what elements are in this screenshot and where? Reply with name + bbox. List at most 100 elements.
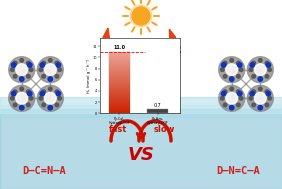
Text: D—C=N—A: D—C=N—A <box>22 166 66 176</box>
Circle shape <box>250 63 254 67</box>
Bar <box>109 103 130 105</box>
Bar <box>109 64 130 66</box>
Circle shape <box>40 91 44 96</box>
Circle shape <box>29 68 33 71</box>
Bar <box>0 0 282 114</box>
Text: fast: fast <box>109 125 127 133</box>
Circle shape <box>48 105 52 110</box>
Bar <box>109 95 130 97</box>
Circle shape <box>11 91 16 96</box>
Circle shape <box>221 68 224 71</box>
Circle shape <box>237 90 240 94</box>
Circle shape <box>42 74 45 78</box>
Circle shape <box>13 61 17 65</box>
Bar <box>109 97 130 99</box>
Circle shape <box>49 59 52 62</box>
Circle shape <box>249 97 253 100</box>
Circle shape <box>247 85 273 111</box>
Circle shape <box>56 63 61 67</box>
Circle shape <box>265 61 269 65</box>
Bar <box>109 99 130 101</box>
Circle shape <box>55 74 59 78</box>
Circle shape <box>28 63 32 67</box>
Bar <box>109 74 130 76</box>
Circle shape <box>40 63 44 67</box>
Circle shape <box>58 97 61 100</box>
Polygon shape <box>101 28 109 54</box>
Circle shape <box>259 87 262 91</box>
Bar <box>109 52 130 113</box>
Circle shape <box>252 90 255 94</box>
Circle shape <box>13 90 17 94</box>
Circle shape <box>48 77 52 81</box>
Bar <box>109 70 130 72</box>
Circle shape <box>45 64 56 76</box>
Circle shape <box>238 63 242 67</box>
Circle shape <box>259 59 262 62</box>
Circle shape <box>252 74 255 78</box>
Circle shape <box>252 61 255 65</box>
Circle shape <box>223 103 227 107</box>
Circle shape <box>247 57 273 83</box>
Bar <box>109 58 130 60</box>
Circle shape <box>223 74 227 78</box>
Circle shape <box>230 77 234 81</box>
Circle shape <box>258 105 263 110</box>
Circle shape <box>55 90 59 94</box>
Text: 0.7: 0.7 <box>154 103 161 108</box>
Circle shape <box>45 92 56 104</box>
Circle shape <box>258 77 263 81</box>
Circle shape <box>221 63 226 67</box>
Circle shape <box>49 106 52 109</box>
Bar <box>109 68 130 70</box>
Bar <box>109 101 130 103</box>
Bar <box>109 54 130 56</box>
Circle shape <box>259 106 262 109</box>
Circle shape <box>49 87 52 91</box>
Circle shape <box>238 91 242 96</box>
Circle shape <box>237 103 240 107</box>
Circle shape <box>20 106 23 109</box>
Circle shape <box>27 103 30 107</box>
Circle shape <box>266 91 271 96</box>
Circle shape <box>49 77 52 81</box>
Circle shape <box>39 97 43 100</box>
Circle shape <box>265 103 269 107</box>
Circle shape <box>254 64 266 76</box>
Bar <box>109 105 130 107</box>
Bar <box>109 60 130 62</box>
Text: D—N=C—A: D—N=C—A <box>216 166 260 176</box>
Circle shape <box>226 92 237 104</box>
Circle shape <box>221 97 224 100</box>
Text: Exciton
dissociation: Exciton dissociation <box>111 85 171 105</box>
Circle shape <box>132 7 150 25</box>
Bar <box>0 105 282 113</box>
Circle shape <box>27 90 30 94</box>
Bar <box>109 91 130 93</box>
Text: VS: VS <box>127 146 155 164</box>
Bar <box>109 72 130 74</box>
Circle shape <box>237 61 240 65</box>
Bar <box>109 109 130 111</box>
Circle shape <box>10 68 14 71</box>
Circle shape <box>55 61 59 65</box>
Circle shape <box>230 77 233 81</box>
Circle shape <box>250 91 254 96</box>
Bar <box>109 62 130 64</box>
Circle shape <box>10 97 14 100</box>
Circle shape <box>266 63 271 67</box>
Text: slow: slow <box>153 125 175 133</box>
Circle shape <box>16 64 28 76</box>
Circle shape <box>42 103 45 107</box>
Bar <box>109 85 130 87</box>
Bar <box>109 52 130 54</box>
Bar <box>0 97 282 117</box>
Circle shape <box>223 61 227 65</box>
Circle shape <box>27 61 30 65</box>
Bar <box>109 111 130 113</box>
Circle shape <box>230 105 234 110</box>
Circle shape <box>230 59 233 62</box>
Bar <box>109 81 130 83</box>
Circle shape <box>130 5 152 27</box>
Bar <box>109 76 130 78</box>
